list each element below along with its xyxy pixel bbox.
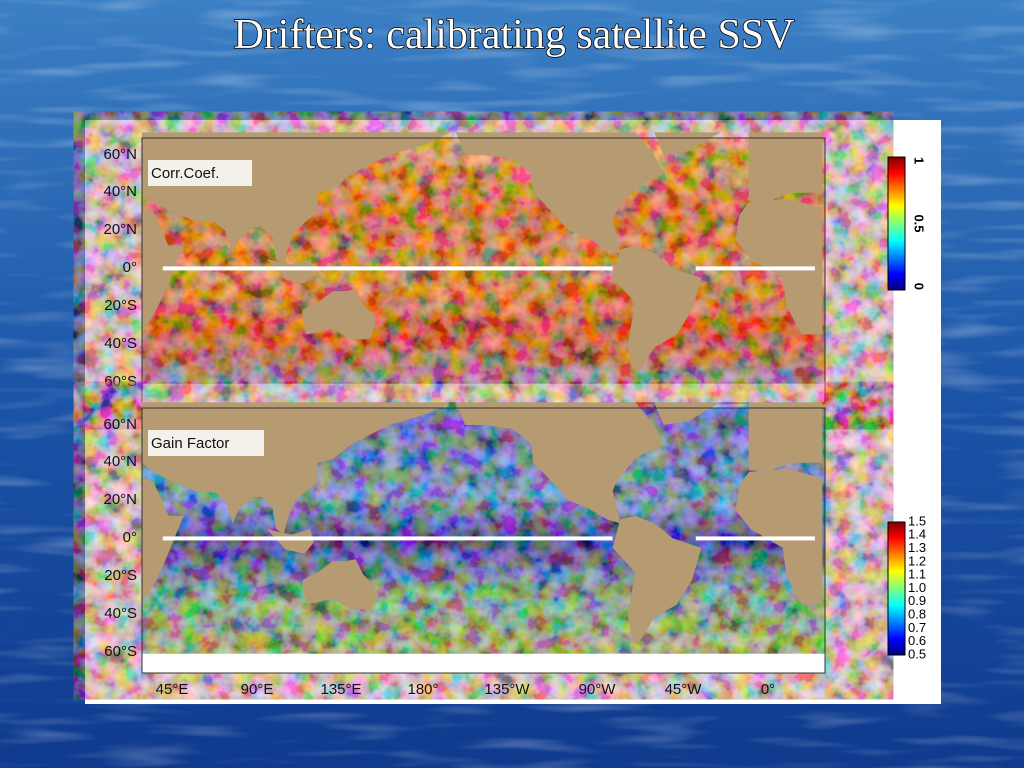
- colorbar-label: 1.0: [908, 580, 926, 595]
- label-box: [148, 160, 252, 186]
- lat-label: 60°N: [103, 416, 137, 433]
- panel-label: Corr.Coef.: [151, 165, 219, 182]
- lon-label: 90°W: [579, 681, 617, 698]
- colorbar-label: 0.9: [908, 593, 926, 608]
- land: [455, 402, 664, 524]
- colorbar: [887, 521, 906, 656]
- colorbar-label: 0.7: [908, 620, 926, 635]
- colorbar: [887, 156, 906, 291]
- lat-label: 0°: [123, 259, 137, 276]
- lat-label: 20°S: [104, 297, 137, 314]
- antarctica: [142, 653, 825, 673]
- land: [455, 132, 664, 254]
- lat-label: 20°S: [104, 567, 137, 584]
- lon-label: 0°: [761, 681, 775, 698]
- map-frame: [141, 407, 826, 674]
- label-box: [148, 430, 264, 456]
- lat-label: 40°S: [104, 605, 137, 622]
- land: [748, 402, 823, 471]
- lon-label: 180°: [407, 681, 438, 698]
- land: [302, 289, 377, 341]
- lat-label: 40°N: [103, 453, 137, 470]
- lat-label: 60°S: [104, 373, 137, 390]
- colorbar-label: 0.5: [912, 214, 927, 232]
- colorbar-label: 1.5: [908, 513, 926, 528]
- lon-label: 45°W: [665, 681, 703, 698]
- lat-label: 60°S: [104, 643, 137, 660]
- lon-label: 135°E: [320, 681, 361, 698]
- lat-label: 60°N: [103, 146, 137, 163]
- land: [612, 515, 702, 643]
- lat-label: 40°N: [103, 183, 137, 200]
- colorbar-label: 1.2: [908, 553, 926, 568]
- colorbar-label: 1.1: [908, 567, 926, 582]
- colorbar-label: 1.4: [908, 527, 926, 542]
- equator-gap: [162, 266, 613, 271]
- lat-label: 40°S: [104, 335, 137, 352]
- colorbar-label: 1.3: [908, 540, 926, 555]
- panel-label: Gain Factor: [151, 435, 229, 452]
- land: [302, 559, 377, 611]
- lat-label: 20°N: [103, 491, 137, 508]
- colorbar-label: 0: [912, 283, 927, 290]
- land: [748, 132, 823, 201]
- lon-label: 135°W: [484, 681, 530, 698]
- lat-label: 20°N: [103, 221, 137, 238]
- equator-gap: [695, 536, 815, 541]
- slide-title: Drifters: calibrating satellite SSV: [233, 12, 794, 58]
- land: [266, 528, 314, 554]
- colorbar-label: 1: [912, 157, 927, 164]
- lat-label: 0°: [123, 529, 137, 546]
- land: [266, 258, 314, 284]
- antarctica: [142, 383, 825, 403]
- colorbar-label: 0.6: [908, 633, 926, 648]
- equator-gap: [162, 536, 613, 541]
- colorbar-label: 0.5: [908, 646, 926, 661]
- land: [612, 245, 702, 373]
- colorbar-label: 0.8: [908, 607, 926, 622]
- lon-label: 45°E: [156, 681, 189, 698]
- equator-gap: [695, 266, 815, 271]
- lon-label: 90°E: [241, 681, 274, 698]
